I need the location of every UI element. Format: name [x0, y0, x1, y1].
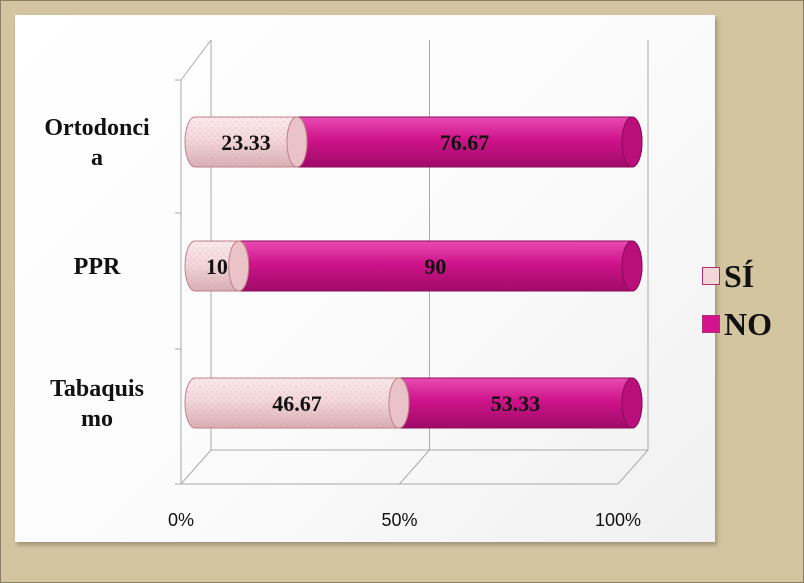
x-tick-label-0: 0% [168, 510, 194, 530]
gridline-floor-1 [399, 449, 430, 485]
category-label-line-2-0: Tabaquis [50, 376, 144, 402]
category-label-1: PPR [74, 254, 121, 280]
category-label-2: Tabaquis mo [50, 376, 144, 432]
legend: SÍ NO [702, 252, 798, 348]
side-wall-top-edge [180, 39, 212, 81]
bar-cap-no-2 [621, 377, 643, 429]
category-label-line-0-0: Ortodonci [44, 115, 150, 141]
category-label-0: Ortodonci a [44, 115, 150, 171]
legend-item-no: NO [702, 300, 798, 348]
category-label-line-2-1: mo [81, 406, 113, 432]
data-label-no-2: 53.33 [491, 391, 541, 416]
legend-label-no: NO [724, 305, 772, 342]
bar-texture-si-0 [185, 117, 307, 167]
gridline-floor-2 [617, 449, 649, 485]
data-label-si-0: 23.33 [221, 130, 271, 155]
legend-swatch-no [702, 315, 720, 333]
bar-cap-si-1 [228, 240, 250, 292]
bar-cap-no-0 [621, 116, 643, 168]
data-label-si-2: 46.67 [272, 391, 322, 416]
labels-layer: 0% 50% 100% 76.67 23.33 Ortodonci a 90 10 PPR 53.3… [44, 115, 641, 530]
bar-cap-si-2 [388, 377, 410, 429]
category-label-line-1-0: PPR [74, 254, 121, 280]
legend-swatch-si [702, 267, 720, 285]
data-label-si-1: 10 [206, 254, 228, 279]
legend-label-si: SÍ [724, 257, 755, 294]
data-label-no-1: 90 [424, 254, 446, 279]
x-tick-label-1: 50% [381, 510, 417, 530]
legend-item-si: SÍ [702, 252, 798, 300]
bar-texture-si-2 [185, 378, 409, 428]
data-label-no-0: 76.67 [440, 130, 490, 155]
bar-cap-si-0 [286, 116, 308, 168]
x-tick-label-2: 100% [595, 510, 641, 530]
gridline-floor-0 [180, 449, 212, 485]
category-label-line-0-1: a [91, 145, 103, 171]
bar-cap-no-1 [621, 240, 643, 292]
bars-layer [184, 116, 643, 429]
